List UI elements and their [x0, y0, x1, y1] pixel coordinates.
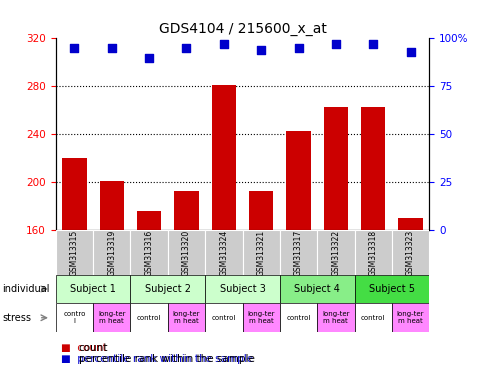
Bar [130, 275, 205, 303]
Bar [99, 181, 124, 230]
Bar [136, 211, 161, 230]
Text: count: count [78, 343, 108, 353]
Point [406, 49, 413, 55]
Text: long-ter
m heat: long-ter m heat [172, 311, 200, 324]
Bar [205, 230, 242, 275]
Text: control: control [136, 315, 161, 321]
Text: Subject 3: Subject 3 [219, 284, 265, 294]
Text: GSM313322: GSM313322 [331, 229, 340, 276]
Bar [391, 230, 428, 275]
Text: GSM313316: GSM313316 [144, 229, 153, 276]
Bar [354, 230, 391, 275]
Point [71, 45, 78, 51]
Bar [211, 85, 236, 230]
Text: ■  percentile rank within the sample: ■ percentile rank within the sample [60, 354, 252, 364]
Text: GSM313315: GSM313315 [70, 229, 79, 276]
Bar [130, 303, 167, 332]
Bar [391, 303, 428, 332]
Text: stress: stress [2, 313, 31, 323]
Text: GSM313317: GSM313317 [293, 229, 302, 276]
Bar [167, 303, 205, 332]
Text: Subject 4: Subject 4 [294, 284, 339, 294]
Text: percentile rank within the sample: percentile rank within the sample [78, 354, 254, 364]
Bar [279, 275, 354, 303]
Bar [242, 230, 279, 275]
Bar [56, 303, 93, 332]
Bar [279, 303, 317, 332]
Text: long-ter
m heat: long-ter m heat [321, 311, 349, 324]
Text: contro
l: contro l [63, 311, 86, 324]
Text: Subject 2: Subject 2 [145, 284, 190, 294]
Text: long-ter
m heat: long-ter m heat [98, 311, 125, 324]
Bar [93, 303, 130, 332]
Text: individual: individual [2, 284, 50, 294]
Text: GSM313321: GSM313321 [256, 229, 265, 276]
Bar [174, 191, 198, 230]
Point [107, 45, 115, 51]
Bar [205, 303, 242, 332]
Text: Subject 5: Subject 5 [368, 284, 414, 294]
Bar [279, 230, 317, 275]
Point [182, 45, 190, 51]
Bar [248, 191, 273, 230]
Bar [130, 230, 167, 275]
Title: GDS4104 / 215600_x_at: GDS4104 / 215600_x_at [158, 22, 326, 36]
Bar [354, 275, 428, 303]
Bar [354, 303, 391, 332]
Text: GSM313318: GSM313318 [368, 229, 377, 276]
Point [219, 41, 227, 47]
Point [369, 41, 377, 47]
Text: ■  count: ■ count [60, 343, 106, 353]
Point [257, 47, 265, 53]
Bar [317, 303, 354, 332]
Bar [62, 158, 87, 230]
Text: control: control [211, 315, 236, 321]
Text: GSM313324: GSM313324 [219, 229, 228, 276]
Text: GSM313320: GSM313320 [182, 229, 191, 276]
Bar [317, 230, 354, 275]
Bar [56, 275, 130, 303]
Bar [56, 230, 93, 275]
Text: Subject 1: Subject 1 [70, 284, 116, 294]
Text: control: control [360, 315, 385, 321]
Bar [323, 107, 348, 230]
Bar [360, 107, 385, 230]
Point [145, 55, 153, 61]
Bar [397, 218, 422, 230]
Text: GSM313323: GSM313323 [405, 229, 414, 276]
Point [331, 41, 339, 47]
Point [294, 45, 302, 51]
Bar [205, 275, 279, 303]
Text: long-ter
m heat: long-ter m heat [247, 311, 274, 324]
Text: control: control [286, 315, 310, 321]
Text: long-ter
m heat: long-ter m heat [396, 311, 424, 324]
Bar [167, 230, 205, 275]
Bar [93, 230, 130, 275]
Bar [242, 303, 279, 332]
Text: GSM313319: GSM313319 [107, 229, 116, 276]
Bar [286, 131, 310, 230]
